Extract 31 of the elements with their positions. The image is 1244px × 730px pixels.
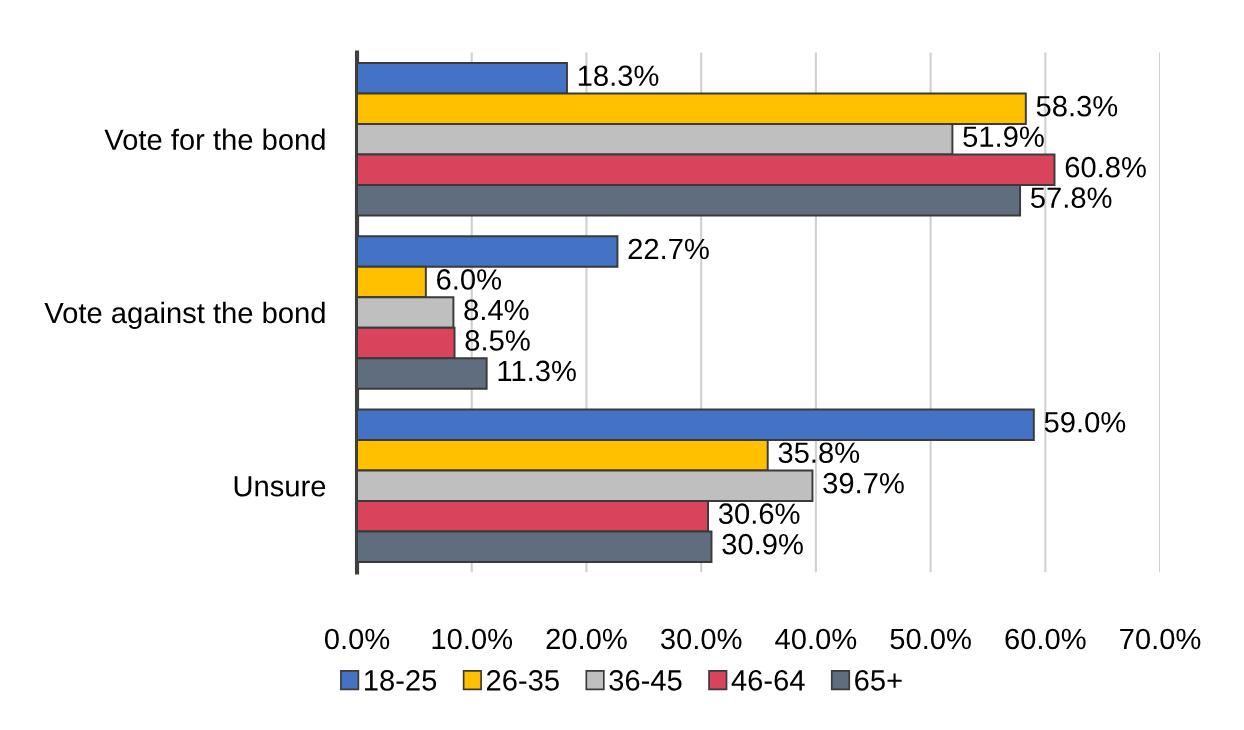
x-tick-label: 0.0% (324, 628, 390, 650)
data-label: 30.9% (722, 533, 803, 555)
legend-label: 36-45 (609, 670, 682, 691)
y-tick-label: Vote for the bond (104, 128, 325, 151)
legend-label: 46-64 (731, 670, 805, 691)
data-label: 51.9% (963, 126, 1044, 148)
data-label: 8.4% (464, 299, 529, 321)
data-label: 22.7% (628, 238, 709, 260)
x-tick-label: 70.0% (1120, 628, 1201, 650)
x-tick-label: 40.0% (775, 628, 857, 650)
legend-label: 18-25 (365, 670, 437, 691)
data-label: 18.3% (578, 65, 659, 87)
data-label: 58.3% (1036, 95, 1118, 117)
y-tick-label: Unsure (234, 476, 326, 497)
legend-label: 65+ (855, 670, 902, 691)
x-tick-label: 30.0% (660, 628, 742, 650)
data-label: 39.7% (823, 472, 904, 494)
x-tick-label: 10.0% (432, 628, 513, 650)
x-tick-label: 50.0% (890, 628, 971, 650)
data-label: 57.8% (1030, 187, 1112, 208)
y-tick-label: Vote against the bond (44, 301, 325, 330)
x-tick-label: 60.0% (1005, 628, 1086, 650)
data-label: 59.0% (1044, 411, 1126, 433)
data-label: 30.6% (718, 503, 800, 525)
legend-label: 26-35 (486, 670, 559, 691)
data-label: 60.8% (1065, 156, 1146, 178)
data-label: 8.5% (465, 330, 530, 351)
x-tick-label: 20.0% (546, 628, 627, 650)
data-label: 35.8% (778, 442, 860, 464)
data-label: 11.3% (498, 360, 576, 382)
data-label: 6.0% (437, 269, 502, 290)
